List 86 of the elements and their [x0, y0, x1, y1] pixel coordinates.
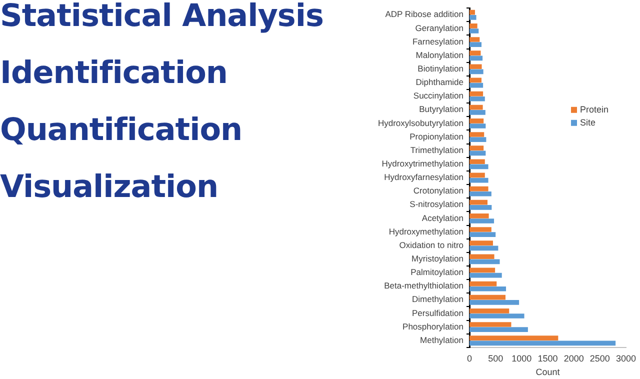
x-tick-label: 500: [488, 353, 504, 364]
bar: [470, 110, 486, 115]
bar: [470, 28, 479, 34]
legend-label: Site: [580, 117, 596, 128]
bar: [470, 37, 480, 42]
bar: [470, 259, 500, 264]
bar: [470, 246, 498, 251]
bar: [470, 232, 496, 237]
x-tick-label: 1000: [512, 353, 532, 364]
x-tick-label: 2000: [564, 353, 584, 364]
x-tick-label: 3000: [616, 353, 636, 364]
text: Visualization: [0, 169, 218, 205]
bar: [470, 200, 488, 205]
bar: [470, 15, 476, 20]
bar: [470, 10, 475, 15]
y-tick-label: Methylation: [420, 334, 464, 345]
bar: [470, 227, 492, 232]
y-tick-label: Diphthamide: [416, 77, 464, 88]
bar: [470, 340, 616, 346]
bar: [470, 137, 486, 142]
bar: [470, 308, 510, 314]
bar: [470, 191, 492, 196]
bar: [470, 69, 484, 74]
bar: [470, 294, 506, 300]
bar: [470, 50, 481, 56]
text: Statistical Analysis: [0, 0, 324, 34]
y-tick-label: Succinylation: [413, 90, 464, 101]
bar: [470, 178, 488, 183]
bar: [470, 214, 489, 218]
y-tick-label: Malonylation: [416, 50, 464, 60]
y-tick-label: Hydroxytrimethylation: [382, 158, 464, 169]
bar: [470, 186, 488, 192]
bar: [470, 96, 485, 102]
bar: [470, 172, 485, 178]
bar: [470, 300, 520, 305]
y-tick-label: Propionylation: [410, 131, 464, 142]
bar: [470, 146, 484, 150]
bar: [470, 286, 506, 292]
bar: [470, 124, 486, 128]
y-tick-label: Hydroxyfarnesylation: [384, 172, 464, 182]
x-tick-label: 0: [467, 353, 472, 364]
bar: [470, 42, 482, 47]
y-tick-label: Dimethylation: [412, 294, 464, 304]
bar: [470, 336, 558, 340]
bar: [470, 268, 496, 273]
bar: [470, 218, 494, 224]
x-tick-label: 1500: [538, 353, 558, 364]
bar: [470, 118, 484, 124]
bar: [470, 205, 492, 210]
bar: [470, 272, 502, 278]
bar: [470, 164, 488, 170]
bar: [470, 254, 494, 260]
y-tick-label: Hydroxylsobutyrylation: [378, 118, 464, 128]
bar: [470, 327, 528, 332]
y-tick-label: Phosphorylation: [402, 321, 464, 332]
y-tick-label: Farnesylation: [412, 36, 464, 46]
y-tick-label: Crotonylation: [413, 186, 464, 196]
bar: [470, 281, 497, 286]
bar: [470, 159, 485, 164]
y-tick-label: Acetylation: [422, 212, 464, 223]
y-tick-label: ADP Ribose addition: [385, 9, 464, 20]
bar: [470, 23, 478, 28]
bar: [470, 150, 486, 156]
bar: [470, 132, 484, 137]
y-tick-label: S-nitrosylation: [410, 199, 464, 210]
y-tick-label: Oxidation to nitro: [399, 240, 464, 250]
y-tick-label: Trimethylation: [410, 144, 464, 155]
bar: [470, 56, 483, 61]
bar: [470, 104, 483, 110]
y-tick-label: Geranylation: [415, 22, 464, 33]
y-tick-label: Myristoylation: [412, 254, 464, 264]
legend-label: Protein: [580, 104, 609, 114]
bar: [470, 64, 482, 70]
y-tick-label: Persulfidation: [412, 308, 464, 318]
y-tick-label: Hydroxymethylation: [388, 226, 464, 236]
bar: [470, 322, 512, 327]
x-tick-label: 2500: [590, 353, 610, 364]
y-tick-label: Palmitoylation: [410, 267, 464, 278]
bar: [470, 240, 493, 246]
y-tick-label: Biotinylation: [418, 64, 464, 74]
x-axis-title: Count: [536, 367, 560, 378]
bar: [470, 314, 524, 318]
y-tick-label: Butyrylation: [419, 104, 464, 114]
text: Quantification: [0, 112, 242, 148]
text: Identification: [0, 55, 228, 91]
y-tick-label: Beta-methylthiolation: [384, 280, 464, 291]
